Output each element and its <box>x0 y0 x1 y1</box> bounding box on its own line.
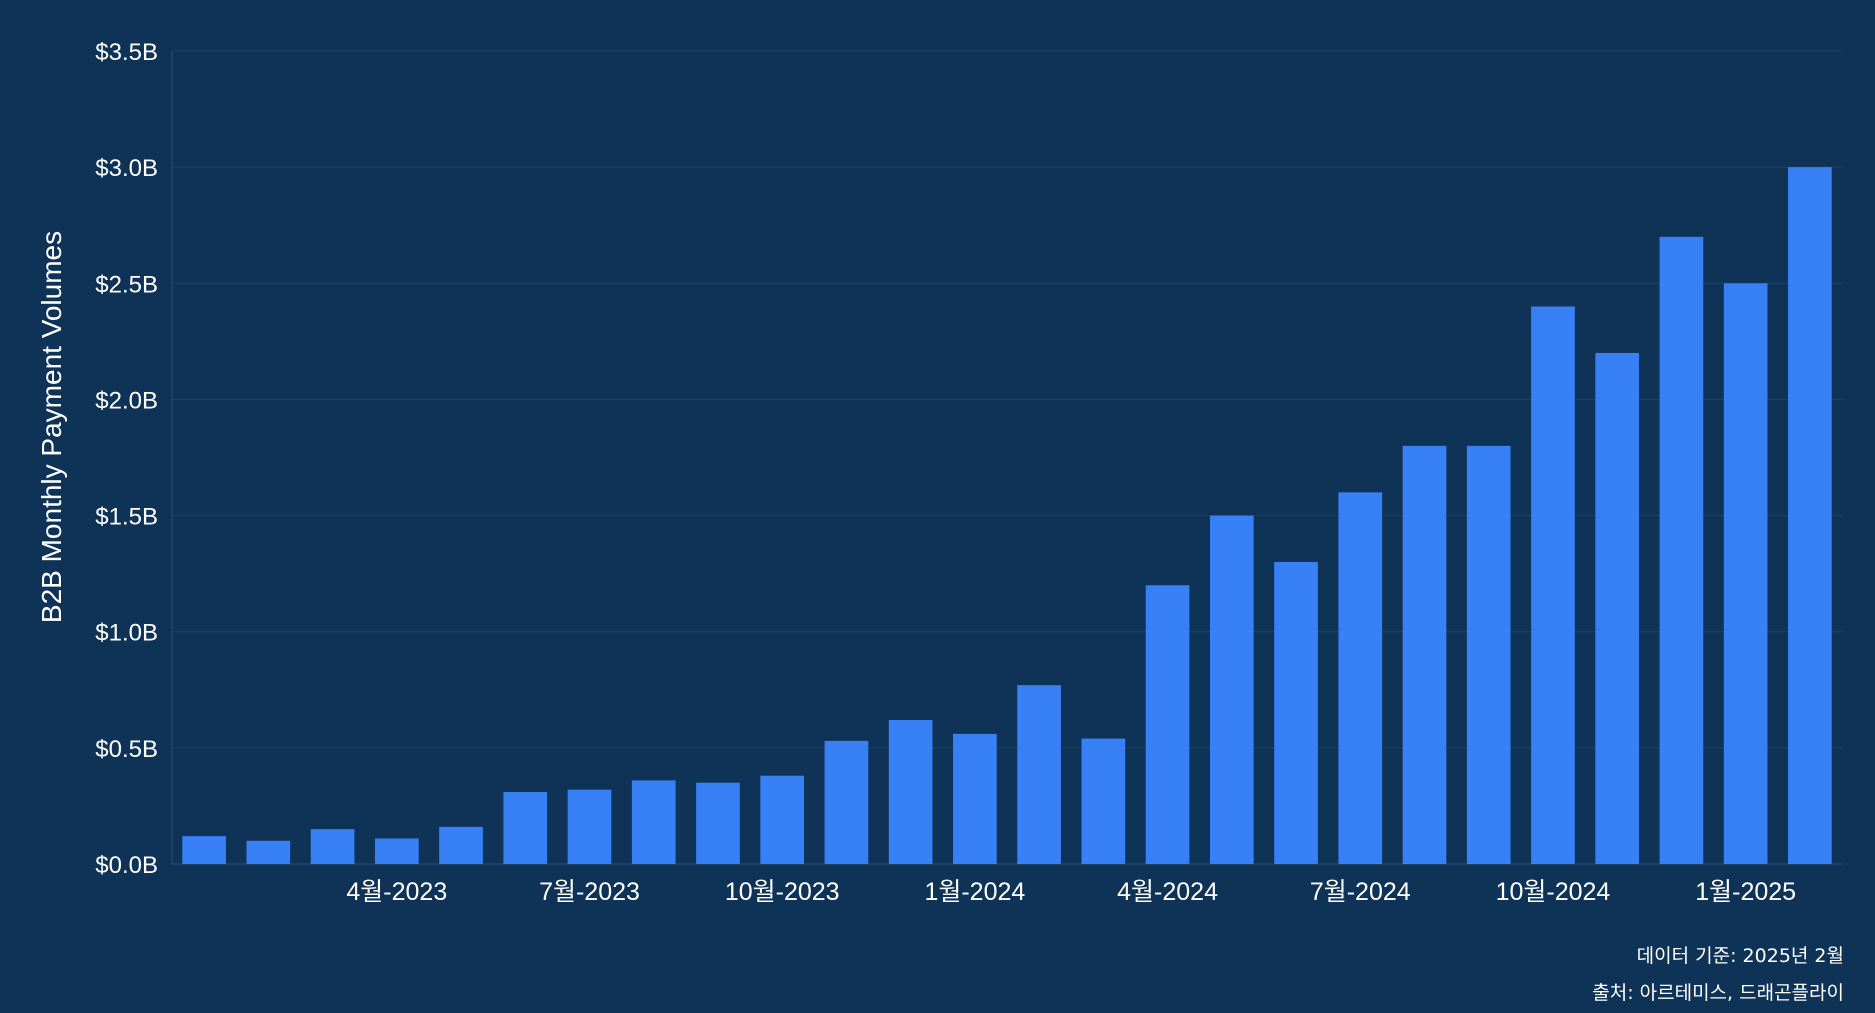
y-tick-label: $2.5B <box>95 271 158 298</box>
bar-9월-2023 <box>696 782 740 864</box>
y-tick-label: $1.5B <box>95 504 158 531</box>
bar-7월-2023 <box>567 789 612 864</box>
x-tick-label: 1월-2025 <box>1695 878 1796 906</box>
bar-11월-2023 <box>824 740 869 864</box>
gridlines <box>172 50 1842 749</box>
bar-3월-2023 <box>310 829 355 864</box>
bar-2월-2024 <box>1017 685 1061 864</box>
bar-12월-2024 <box>1659 236 1704 865</box>
bar-3월-2024 <box>1081 738 1126 864</box>
bar-5월-2024 <box>1209 515 1254 864</box>
bar-2월-2023 <box>246 840 291 864</box>
bar-7월-2024 <box>1338 492 1383 864</box>
bar-8월-2023 <box>631 780 676 864</box>
bar-4월-2023 <box>374 838 419 864</box>
x-tick-label: 1월-2024 <box>924 878 1025 906</box>
x-tick-label: 10월-2023 <box>725 878 840 906</box>
bar-10월-2023 <box>760 775 805 864</box>
bar-12월-2023 <box>888 719 933 864</box>
bar-1월-2023 <box>182 836 226 864</box>
x-tick-label: 10월-2024 <box>1496 878 1611 906</box>
bar-6월-2023 <box>503 791 548 864</box>
bar-8월-2024 <box>1402 445 1447 864</box>
bar-5월-2023 <box>439 826 483 864</box>
y-tick-labels: $0.0B $0.5B $1.0B $1.5B $2.0B $2.5B $3.0B $3.5B <box>95 39 158 879</box>
y-tick-label: $1.0B <box>95 620 158 647</box>
y-tick-label: $2.0B <box>95 387 158 414</box>
axes <box>171 51 1842 865</box>
footnote-data-as-of: 데이터 기준: 2025년 2월 <box>1636 945 1844 967</box>
y-tick-label: $3.0B <box>95 155 158 182</box>
bar-1월-2024 <box>953 733 997 864</box>
y-tick-label: $0.0B <box>95 852 158 879</box>
footnote-source: 출처: 아르테미스, 드래곤플라이 <box>1592 982 1844 1004</box>
x-tick-label: 4월-2024 <box>1117 878 1218 906</box>
x-tick-label: 4월-2023 <box>346 878 447 906</box>
bar-6월-2024 <box>1274 562 1318 864</box>
bar-9월-2024 <box>1466 445 1511 864</box>
bar-4월-2024 <box>1145 585 1190 864</box>
bar-1월-2025 <box>1723 283 1768 864</box>
bar-10월-2024 <box>1531 306 1575 864</box>
x-tick-label: 7월-2024 <box>1310 878 1411 906</box>
x-tick-labels: 4월-2023 7월-2023 10월-2023 1월-2024 4월-2024 7월-2… <box>346 878 1796 906</box>
y-axis-title: B2B Monthly Payment Volumes <box>36 231 67 623</box>
y-tick-label: $0.5B <box>95 736 158 763</box>
y-tick-label: $3.5B <box>95 39 158 66</box>
bars <box>182 167 1832 865</box>
bar-2월-2025 <box>1788 167 1832 865</box>
bar-11월-2024 <box>1595 352 1640 864</box>
x-tick-label: 7월-2023 <box>539 878 640 906</box>
